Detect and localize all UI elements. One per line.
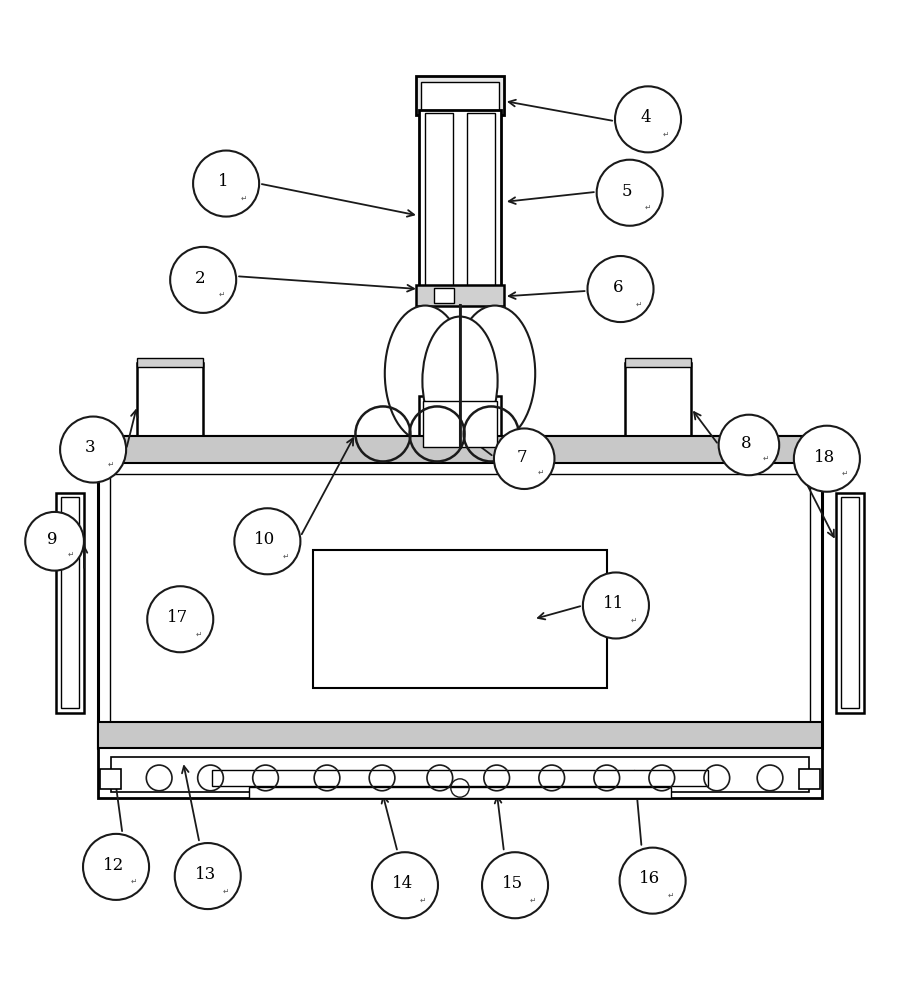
Circle shape xyxy=(583,572,648,639)
Text: ↵: ↵ xyxy=(419,896,425,905)
Circle shape xyxy=(494,428,554,489)
Text: ↵: ↵ xyxy=(241,194,247,203)
Bar xyxy=(840,497,858,708)
Circle shape xyxy=(25,512,84,571)
Bar xyxy=(799,769,819,789)
Bar xyxy=(418,110,501,303)
Bar xyxy=(467,113,494,300)
Circle shape xyxy=(193,151,259,217)
Bar xyxy=(56,493,84,713)
Circle shape xyxy=(482,852,548,918)
Bar xyxy=(249,787,670,798)
Text: 10: 10 xyxy=(254,531,275,548)
Ellipse shape xyxy=(384,306,465,441)
Circle shape xyxy=(234,508,301,574)
Text: ↵: ↵ xyxy=(635,299,641,308)
Bar xyxy=(418,396,501,450)
Circle shape xyxy=(596,160,662,226)
Bar xyxy=(97,436,822,748)
Text: ↵: ↵ xyxy=(537,468,543,477)
Circle shape xyxy=(614,86,680,152)
Text: ↵: ↵ xyxy=(841,469,847,478)
Text: 4: 4 xyxy=(640,109,650,126)
Text: ↵: ↵ xyxy=(108,460,114,469)
Ellipse shape xyxy=(422,317,497,445)
Text: ↵: ↵ xyxy=(218,290,224,299)
Text: 11: 11 xyxy=(602,595,623,612)
Bar xyxy=(312,550,607,688)
Text: ↵: ↵ xyxy=(222,886,229,895)
Text: 1: 1 xyxy=(218,173,229,190)
Bar xyxy=(97,745,822,798)
Bar xyxy=(100,769,120,789)
Text: 12: 12 xyxy=(103,857,124,874)
Text: 9: 9 xyxy=(47,531,57,548)
Text: 7: 7 xyxy=(516,449,527,466)
Text: 3: 3 xyxy=(85,439,96,456)
Text: ↵: ↵ xyxy=(195,630,201,639)
Bar xyxy=(835,493,863,713)
Bar xyxy=(624,363,690,439)
Bar xyxy=(421,82,498,111)
Circle shape xyxy=(60,417,126,483)
Circle shape xyxy=(170,247,236,313)
Circle shape xyxy=(371,852,437,918)
Text: ↵: ↵ xyxy=(630,616,637,625)
Bar xyxy=(109,474,810,722)
Circle shape xyxy=(793,426,859,492)
Bar xyxy=(61,497,79,708)
Text: ↵: ↵ xyxy=(762,454,768,463)
Bar xyxy=(111,757,808,792)
Text: 13: 13 xyxy=(194,866,216,883)
Bar xyxy=(97,722,822,748)
Text: 15: 15 xyxy=(501,875,522,892)
Bar xyxy=(137,358,203,367)
Bar xyxy=(97,436,822,463)
Text: ↵: ↵ xyxy=(529,896,536,905)
Text: 14: 14 xyxy=(391,875,413,892)
Text: ↵: ↵ xyxy=(130,877,137,886)
Circle shape xyxy=(587,256,652,322)
Circle shape xyxy=(175,843,241,909)
Text: ↵: ↵ xyxy=(644,203,651,212)
Circle shape xyxy=(718,415,778,475)
Circle shape xyxy=(83,834,149,900)
Bar xyxy=(425,113,452,300)
Bar xyxy=(434,288,454,303)
Bar xyxy=(415,76,504,115)
Text: 6: 6 xyxy=(612,279,622,296)
Bar xyxy=(423,401,496,447)
Text: ↵: ↵ xyxy=(67,550,74,559)
Bar xyxy=(415,285,504,306)
Ellipse shape xyxy=(454,306,535,441)
Text: ↵: ↵ xyxy=(282,552,289,561)
Text: 2: 2 xyxy=(195,270,206,287)
Bar xyxy=(137,363,203,439)
Text: 17: 17 xyxy=(167,609,188,626)
Bar xyxy=(212,770,707,786)
Text: 16: 16 xyxy=(639,870,660,887)
Circle shape xyxy=(618,848,685,914)
Text: ↵: ↵ xyxy=(663,130,669,139)
Text: 8: 8 xyxy=(741,435,751,452)
Text: 5: 5 xyxy=(621,183,631,200)
Text: ↵: ↵ xyxy=(667,891,674,900)
Text: 18: 18 xyxy=(812,449,834,466)
Bar xyxy=(624,358,690,367)
Circle shape xyxy=(147,586,213,652)
